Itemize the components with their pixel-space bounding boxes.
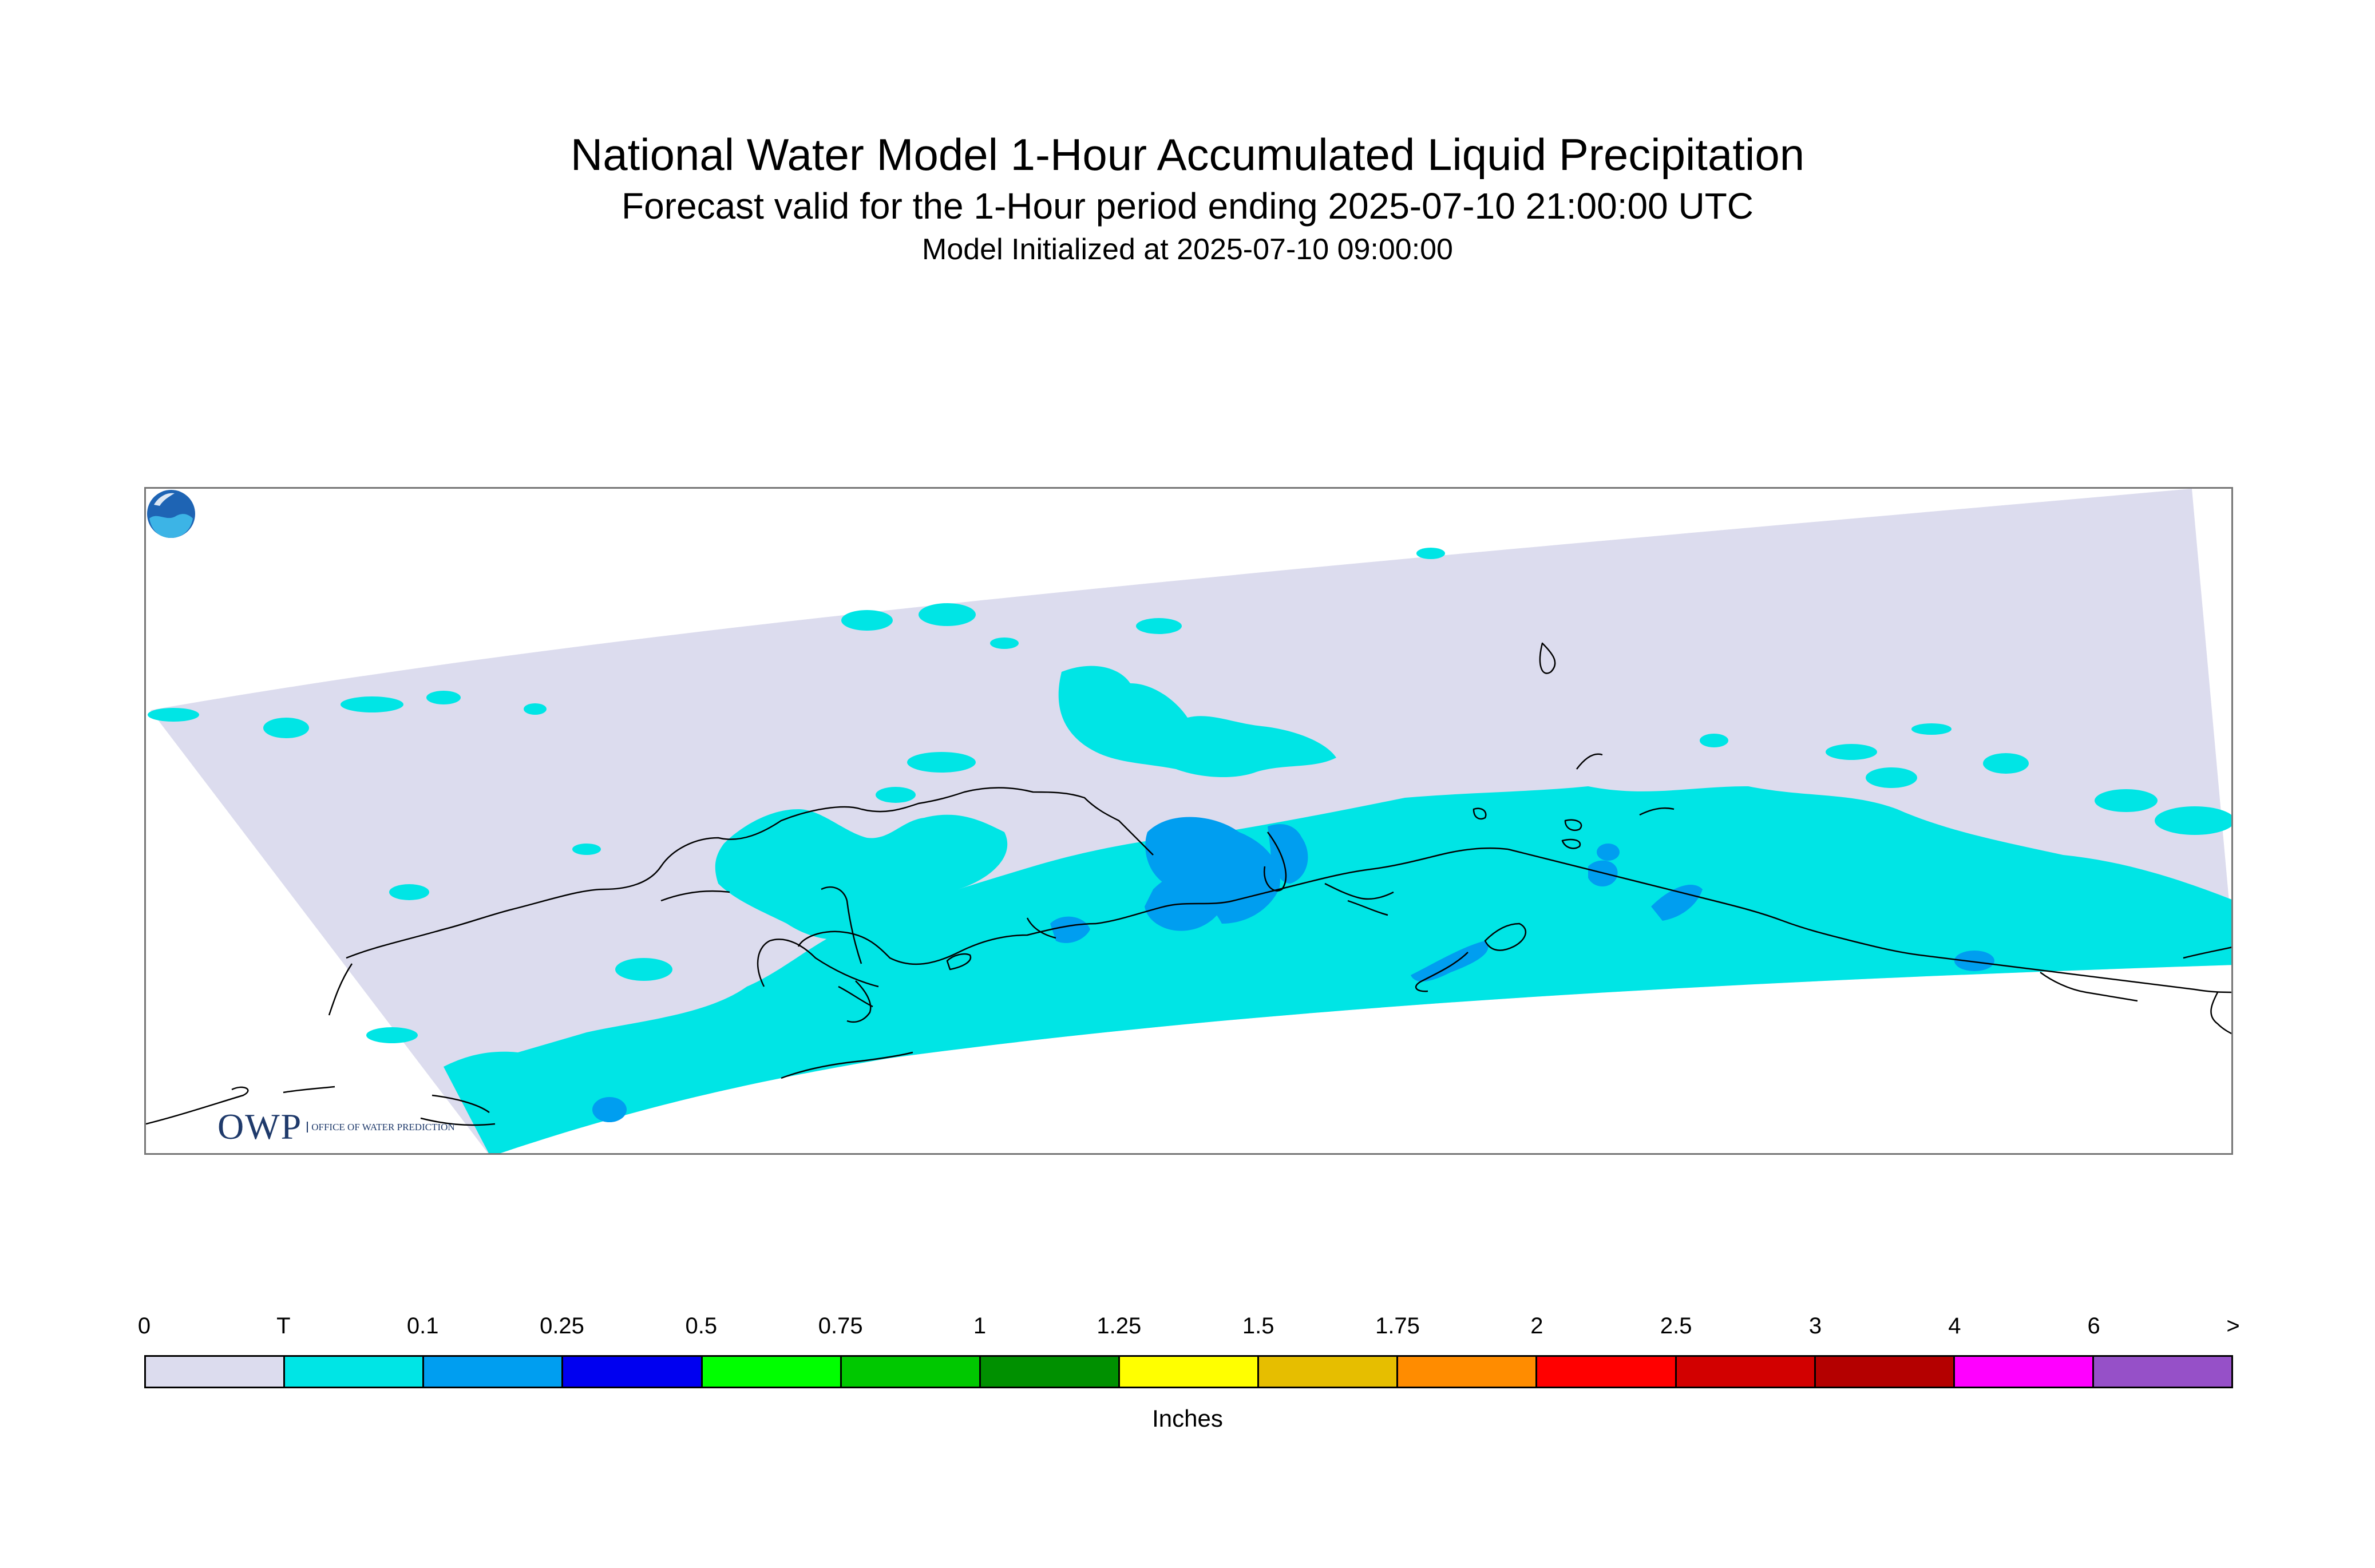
legend-swatch [1398,1357,1538,1387]
legend-tick-label: > [2226,1313,2240,1339]
legend-swatch [980,1357,1120,1387]
legend-swatch [1954,1357,2094,1387]
model-init-line: Model Initialized at 2025-07-10 09:00:00 [922,233,1453,266]
legend-swatch [2093,1357,2232,1387]
legend-swatch [1815,1357,1955,1387]
legend-tick-label: 0.25 [540,1313,584,1339]
legend-tick-label: 1.75 [1375,1313,1420,1339]
legend-tick-label: 0 [137,1313,151,1339]
trace-area-south [444,786,2231,1153]
map-title: National Water Model 1-Hour Accumulated … [570,129,1805,180]
legend-swatch [1259,1357,1399,1387]
legend-swatch [563,1357,703,1387]
trace-area-central [715,809,1008,940]
legend-labels: 0 T 0.1 0.25 0.5 0.75 1 1.25 1.5 1.75 2 2.5 3 4 6 > [0,1313,2375,1348]
legend-swatch [424,1357,564,1387]
owp-logo: OWP OFFICE OF WATER PREDICTION [217,1106,455,1147]
legend-tick-label: 0.5 [685,1313,718,1339]
legend-swatch [1537,1357,1677,1387]
trace-area-north-central [1058,666,1336,778]
legend-tick-label: 0.1 [406,1313,439,1339]
coastline [346,642,2231,1079]
title-block: National Water Model 1-Hour Accumulated … [0,127,2375,269]
legend-swatch [702,1357,842,1387]
map-subtitle: Forecast valid for the 1-Hour period end… [621,185,1754,227]
legend-tick-label: 4 [1948,1313,1961,1339]
legend-tick-label: 1.25 [1097,1313,1142,1339]
legend-tick-label: 1 [973,1313,987,1339]
legend-swatch [841,1357,981,1387]
light-blue-cells [592,817,1994,1122]
noaa-logo [147,490,195,538]
owp-logo-subtext: OFFICE OF WATER PREDICTION [307,1121,455,1133]
trace-scatter [148,548,2231,1043]
legend-tick-label: 0.75 [818,1313,863,1339]
legend-tick-label: 2.5 [1660,1313,1692,1339]
coastline-west [146,890,730,1126]
legend-colorbar [144,1355,2233,1388]
legend-units: Inches [1152,1405,1223,1432]
owp-logo-mark: OWP [217,1106,303,1147]
legend-tick-label: 2 [1530,1313,1543,1339]
legend-tick-label: 6 [2087,1313,2100,1339]
legend-tick-label: T [276,1313,291,1339]
map-panel: OWP OFFICE OF WATER PREDICTION [144,487,2233,1155]
legend-tick-label: 3 [1808,1313,1822,1339]
legend-swatch [285,1357,425,1387]
trace-area-southwest [476,1032,753,1153]
legend-swatch [1119,1357,1260,1387]
legend-tick-label: 1.5 [1242,1313,1274,1339]
precip-map [146,489,2231,1153]
legend-swatch [146,1357,286,1387]
legend-swatch [1676,1357,1816,1387]
